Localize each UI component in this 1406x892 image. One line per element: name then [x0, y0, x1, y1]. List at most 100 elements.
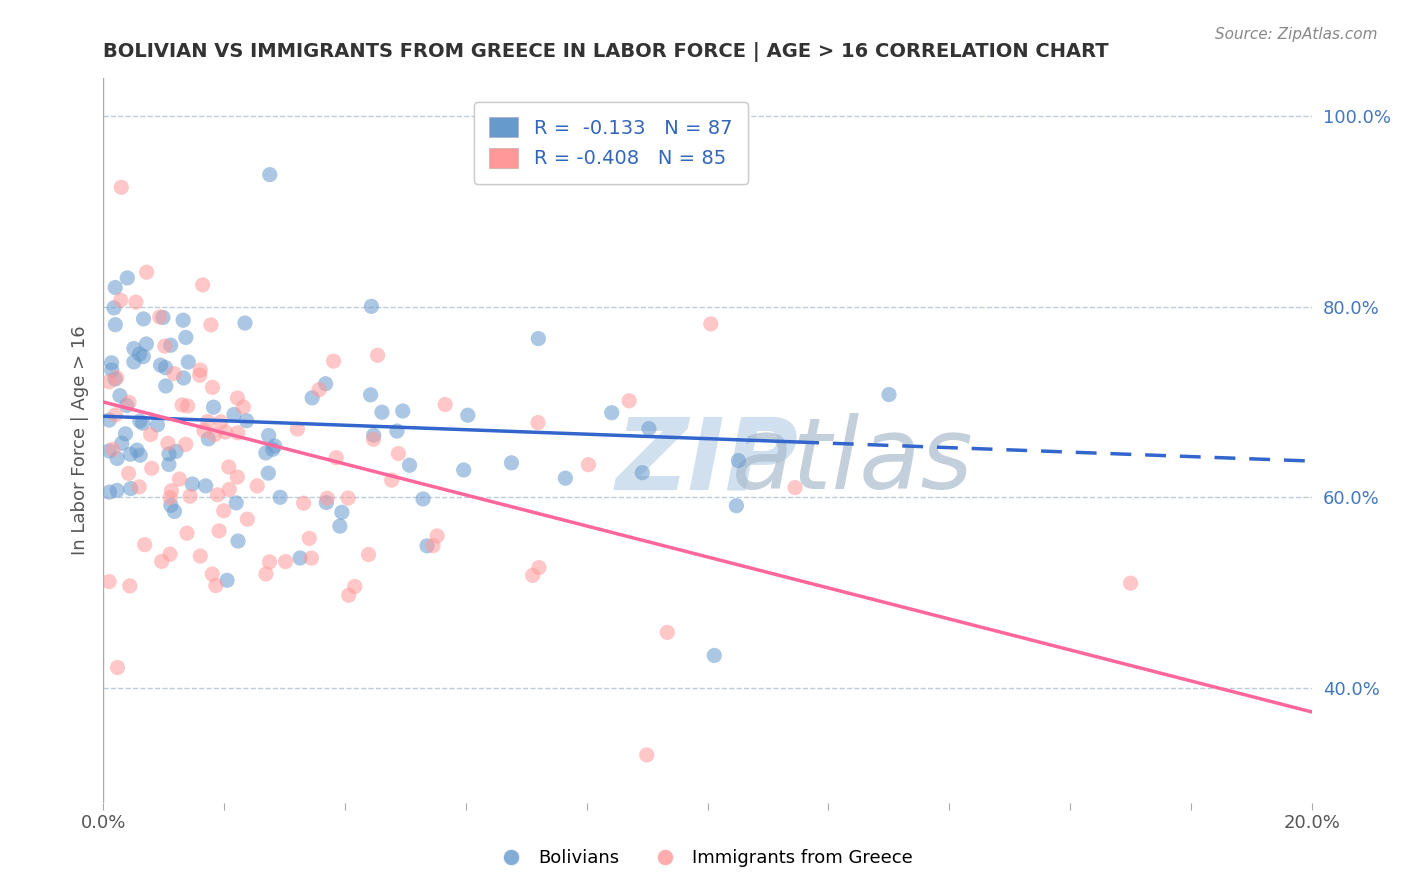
Point [159, 338, 181, 352]
Point [146, 417, 169, 432]
Point [104, 318, 127, 332]
Point [134, 538, 156, 552]
Point [703, 648, 725, 663]
Point [160, 499, 183, 513]
Point [204, 427, 226, 442]
Point [554, 471, 576, 485]
Point [263, 439, 285, 453]
Point [160, 483, 183, 498]
Point [600, 406, 623, 420]
Point [725, 499, 748, 513]
Point [193, 424, 215, 438]
Point [236, 512, 259, 526]
Point [727, 453, 749, 467]
Point [212, 504, 235, 518]
Point [631, 466, 654, 480]
Point [638, 421, 661, 435]
Point [115, 399, 138, 413]
Point [169, 472, 191, 486]
Point [156, 436, 179, 450]
Point [98, 375, 121, 389]
Point [157, 458, 180, 472]
Point [100, 363, 122, 377]
Point [191, 277, 214, 292]
Point [176, 526, 198, 541]
Legend: Bolivians, Immigrants from Greece: Bolivians, Immigrants from Greece [486, 842, 920, 874]
Point [214, 425, 236, 439]
Point [188, 549, 211, 563]
Point [457, 409, 479, 423]
Point [233, 316, 256, 330]
Point [120, 482, 142, 496]
Point [117, 467, 139, 481]
Point [207, 488, 229, 502]
Point [120, 447, 142, 461]
Text: ZIP: ZIP [616, 413, 799, 510]
Point [188, 363, 211, 377]
Point [114, 426, 136, 441]
Point [381, 473, 404, 487]
Point [522, 568, 544, 582]
Point [422, 539, 444, 553]
Point [262, 442, 284, 457]
Point [257, 466, 280, 480]
Point [100, 356, 122, 370]
Point [118, 395, 141, 409]
Point [254, 566, 277, 581]
Point [201, 567, 224, 582]
Point [172, 313, 194, 327]
Point [103, 301, 125, 315]
Point [337, 491, 360, 505]
Point [235, 414, 257, 428]
Point [128, 414, 150, 428]
Point [153, 339, 176, 353]
Point [174, 437, 197, 451]
Point [176, 399, 198, 413]
Point [657, 625, 679, 640]
Point [122, 342, 145, 356]
Point [226, 470, 249, 484]
Point [337, 588, 360, 602]
Point [322, 354, 344, 368]
Point [387, 447, 409, 461]
Point [360, 299, 382, 313]
Point [152, 310, 174, 325]
Point [254, 446, 277, 460]
Point [135, 265, 157, 279]
Point [783, 481, 806, 495]
Point [104, 408, 127, 422]
Point [132, 312, 155, 326]
Point [201, 380, 224, 394]
Point [157, 447, 180, 461]
Point [159, 491, 181, 505]
Point [197, 432, 219, 446]
Point [218, 483, 240, 497]
Point [578, 458, 600, 472]
Point [225, 496, 247, 510]
Point [202, 400, 225, 414]
Point [105, 483, 128, 498]
Point [226, 425, 249, 440]
Point [159, 547, 181, 561]
Point [215, 574, 238, 588]
Point [222, 408, 245, 422]
Point [128, 347, 150, 361]
Point [325, 450, 347, 465]
Point [197, 414, 219, 428]
Point [125, 295, 148, 310]
Point [174, 330, 197, 344]
Point [118, 579, 141, 593]
Point [426, 529, 449, 543]
Point [501, 456, 523, 470]
Point [165, 444, 187, 458]
Point [104, 280, 127, 294]
Point [98, 574, 121, 589]
Point [104, 372, 127, 386]
Point [416, 539, 439, 553]
Point [194, 479, 217, 493]
Point [110, 180, 132, 194]
Point [105, 451, 128, 466]
Point [285, 422, 308, 436]
Point [363, 428, 385, 442]
Point [107, 660, 129, 674]
